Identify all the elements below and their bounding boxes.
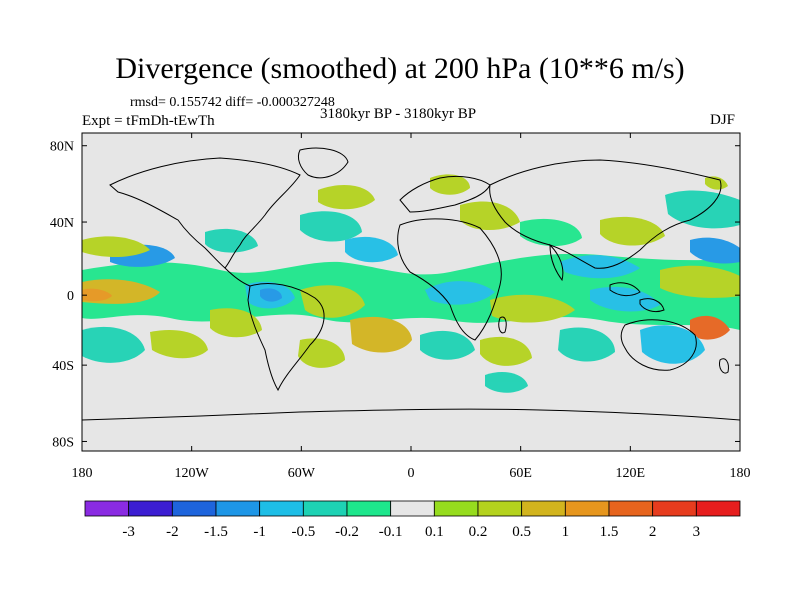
- madagascar-outline: [498, 316, 507, 334]
- colorbar-swatch: [346, 500, 392, 517]
- coastlines: [82, 147, 740, 421]
- india-outline: [549, 243, 564, 282]
- colorbar-label: -1: [253, 524, 266, 540]
- experiment-label: Expt = tFmDh-tEwTh: [82, 113, 215, 129]
- colorbar-swatch: [433, 500, 479, 517]
- colorbar-swatch: [215, 500, 261, 517]
- colorbar-label: 0.1: [425, 524, 444, 540]
- latitude-label: 40N: [50, 216, 74, 231]
- colorbar-swatch: [652, 500, 697, 517]
- axis-ticks: [81, 133, 741, 451]
- latitude-label: 80N: [50, 140, 74, 155]
- map-title: Divergence (smoothed) at 200 hPa (10**6 …: [115, 52, 685, 85]
- longitude-label: 120E: [616, 466, 646, 481]
- longitude-label: 180: [72, 466, 93, 481]
- colorbar-label: 1: [562, 524, 570, 540]
- longitude-label: 120W: [175, 466, 210, 481]
- colorbar-swatch: [128, 500, 173, 517]
- colorbar-swatch: [477, 500, 523, 517]
- new-zealand-outline: [719, 358, 729, 374]
- latitude-label: 0: [67, 289, 74, 304]
- colorbar-label: -0.5: [291, 524, 315, 540]
- colorbar-label: 3: [693, 524, 701, 540]
- season-label: DJF: [710, 112, 736, 128]
- stats-label: rmsd= 0.155742 diff= -0.000327248: [130, 95, 335, 110]
- south-america-outline: [247, 283, 325, 392]
- longitude-label: 60W: [288, 466, 316, 481]
- greenland-outline: [297, 147, 349, 179]
- colorbar-label: -3: [122, 524, 135, 540]
- colorbar-label: 2: [649, 524, 657, 540]
- colorbar-swatch: [564, 500, 610, 517]
- asia-outline: [489, 159, 722, 269]
- colorbar-swatch: [608, 500, 654, 517]
- central-america-outline: [224, 267, 251, 287]
- north-america-outline: [109, 157, 301, 269]
- colorbar-label: 1.5: [600, 524, 619, 540]
- maritime-continent-outline: [609, 282, 665, 313]
- colorbar-swatch: [84, 500, 130, 517]
- longitude-label: 0: [408, 466, 415, 481]
- colorbar-labels: -3 -2 -1.5 -1 -0.5 -0.2 -0.1 0.1 0.2 0.5 1 1.5 2 3: [122, 524, 700, 540]
- colorbar-swatch: [390, 500, 435, 517]
- divergence-field: [82, 174, 740, 393]
- latitude-axis: 80N 40N 0 40S 80S: [50, 140, 74, 451]
- colorbar-swatch: [259, 500, 304, 517]
- longitude-label: 60E: [509, 466, 532, 481]
- colorbar-swatch: [171, 500, 217, 517]
- colorbar-label: -0.1: [379, 524, 403, 540]
- antarctica-outline: [82, 408, 740, 421]
- colorbar-label: -1.5: [204, 524, 228, 540]
- period-label: 3180kyr BP - 3180kyr BP: [320, 106, 477, 122]
- longitude-label: 180: [730, 466, 751, 481]
- latitude-label: 40S: [52, 359, 74, 374]
- colorbar-swatch: [521, 500, 566, 517]
- africa-outline: [397, 218, 502, 341]
- colorbar-label: 0.2: [469, 524, 488, 540]
- longitude-axis: 180 120W 60W 0 60E 120E 180: [72, 466, 751, 481]
- colorbar-swatch: [695, 500, 741, 517]
- colorbar-label: 0.5: [512, 524, 531, 540]
- colorbar-label: -2: [166, 524, 179, 540]
- colorbar-label: -0.2: [335, 524, 359, 540]
- latitude-label: 80S: [52, 435, 74, 450]
- colorbar-swatch: [302, 500, 348, 517]
- australia-outline: [620, 319, 697, 371]
- colorbar: [84, 500, 741, 517]
